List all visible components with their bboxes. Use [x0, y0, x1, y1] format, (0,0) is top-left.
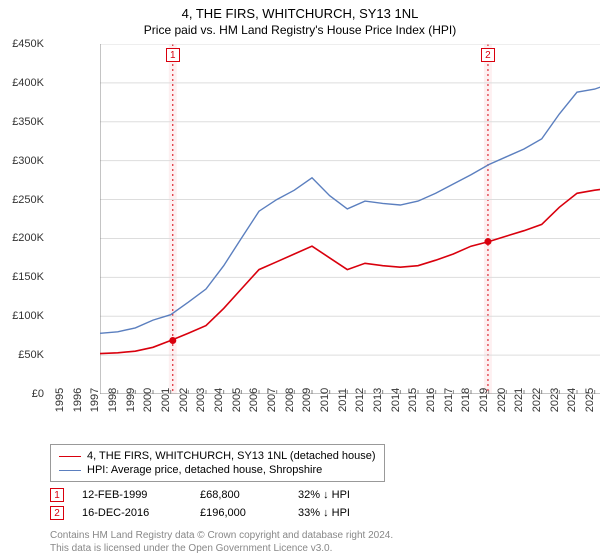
x-tick-label: 2013: [372, 388, 384, 412]
x-tick-label: 2000: [142, 388, 154, 412]
sale-date: 12-FEB-1999: [82, 489, 182, 501]
sale-marker-box: 1: [50, 488, 64, 502]
x-tick-label: 1999: [125, 388, 137, 412]
x-tick-label: 2001: [160, 388, 172, 412]
x-tick-label: 2018: [460, 388, 472, 412]
legend-swatch-property: [59, 456, 81, 457]
y-tick-label: £300K: [12, 155, 44, 167]
x-tick-label: 2005: [231, 388, 243, 412]
sales-table: 1 12-FEB-1999 £68,800 32% ↓ HPI 2 16-DEC-2016…: [50, 486, 388, 522]
legend-label-property: 4, THE FIRS, WHITCHURCH, SY13 1NL (detac…: [87, 450, 376, 462]
x-tick-label: 2003: [195, 388, 207, 412]
y-tick-label: £50K: [18, 349, 44, 361]
x-tick-label: 2002: [178, 388, 190, 412]
x-tick-label: 1995: [54, 388, 66, 412]
x-tick-label: 1996: [72, 388, 84, 412]
x-tick-label: 2021: [513, 388, 525, 412]
sale-price: £196,000: [200, 507, 280, 519]
chart-title: 4, THE FIRS, WHITCHURCH, SY13 1NL: [0, 0, 600, 21]
x-axis: 1995199619971998199920002001200220032004…: [50, 396, 580, 446]
footnote-line1: Contains HM Land Registry data © Crown c…: [50, 530, 393, 543]
y-tick-label: £250K: [12, 194, 44, 206]
sale-marker-2: 2: [481, 48, 495, 62]
y-tick-label: £200K: [12, 232, 44, 244]
x-tick-label: 2022: [531, 388, 543, 412]
x-tick-label: 2007: [266, 388, 278, 412]
y-axis: £0£50K£100K£150K£200K£250K£300K£350K£400…: [0, 44, 48, 394]
y-tick-label: £150K: [12, 271, 44, 283]
x-tick-label: 2024: [566, 388, 578, 412]
x-tick-label: 2004: [213, 388, 225, 412]
x-tick-label: 2009: [301, 388, 313, 412]
x-tick-label: 2019: [478, 388, 490, 412]
legend-item-hpi: HPI: Average price, detached house, Shro…: [59, 463, 376, 477]
footnote-line2: This data is licensed under the Open Gov…: [50, 543, 393, 556]
x-tick-label: 2011: [337, 388, 349, 412]
x-tick-label: 2020: [496, 388, 508, 412]
y-tick-label: £350K: [12, 116, 44, 128]
sale-row-1: 1 12-FEB-1999 £68,800 32% ↓ HPI: [50, 486, 388, 504]
y-tick-label: £400K: [12, 77, 44, 89]
x-tick-label: 2017: [443, 388, 455, 412]
legend-label-hpi: HPI: Average price, detached house, Shro…: [87, 464, 322, 476]
x-tick-label: 2023: [549, 388, 561, 412]
y-tick-label: £450K: [12, 38, 44, 50]
x-tick-label: 2015: [407, 388, 419, 412]
x-tick-label: 2025: [584, 388, 596, 412]
x-tick-label: 2010: [319, 388, 331, 412]
x-tick-label: 1997: [89, 388, 101, 412]
legend-swatch-hpi: [59, 470, 81, 471]
y-tick-label: £100K: [12, 310, 44, 322]
x-tick-label: 2014: [390, 388, 402, 412]
footnote: Contains HM Land Registry data © Crown c…: [50, 530, 393, 555]
x-tick-label: 2012: [354, 388, 366, 412]
sale-delta: 33% ↓ HPI: [298, 507, 388, 519]
sale-marker-box: 2: [50, 506, 64, 520]
y-tick-label: £0: [32, 388, 44, 400]
chart-area: 12: [100, 44, 600, 394]
chart-subtitle: Price paid vs. HM Land Registry's House …: [0, 21, 600, 43]
sale-price: £68,800: [200, 489, 280, 501]
x-tick-label: 2016: [425, 388, 437, 412]
sale-marker-1: 1: [166, 48, 180, 62]
sale-delta: 32% ↓ HPI: [298, 489, 388, 501]
legend: 4, THE FIRS, WHITCHURCH, SY13 1NL (detac…: [50, 444, 385, 482]
legend-item-property: 4, THE FIRS, WHITCHURCH, SY13 1NL (detac…: [59, 449, 376, 463]
sale-row-2: 2 16-DEC-2016 £196,000 33% ↓ HPI: [50, 504, 388, 522]
line-chart: [100, 44, 600, 394]
x-tick-label: 2006: [248, 388, 260, 412]
x-tick-label: 2008: [284, 388, 296, 412]
sale-date: 16-DEC-2016: [82, 507, 182, 519]
x-tick-label: 1998: [107, 388, 119, 412]
